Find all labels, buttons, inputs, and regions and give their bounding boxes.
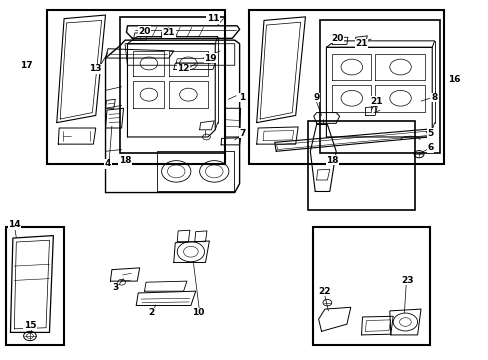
Text: 5: 5 — [427, 129, 433, 138]
Text: 18: 18 — [119, 156, 131, 165]
Text: 10: 10 — [192, 308, 204, 317]
Text: 23: 23 — [401, 276, 413, 285]
Text: 9: 9 — [313, 93, 319, 102]
Text: 7: 7 — [239, 129, 246, 138]
Text: 21: 21 — [163, 28, 175, 37]
Bar — [47, 10, 224, 164]
Text: 16: 16 — [447, 75, 460, 84]
Text: 8: 8 — [431, 93, 437, 102]
Text: 20: 20 — [330, 34, 343, 43]
Text: 22: 22 — [318, 287, 330, 296]
Text: 2: 2 — [148, 308, 155, 317]
Bar — [320, 21, 439, 153]
Bar — [307, 121, 414, 211]
Text: 20: 20 — [138, 27, 150, 36]
Text: 17: 17 — [20, 61, 32, 70]
Text: 19: 19 — [203, 54, 216, 63]
Text: 6: 6 — [427, 143, 433, 152]
Text: 14: 14 — [8, 220, 20, 229]
Text: 18: 18 — [325, 156, 338, 165]
Bar — [5, 226, 64, 345]
Bar — [120, 17, 224, 153]
Text: 15: 15 — [23, 321, 36, 330]
Text: 4: 4 — [104, 159, 111, 168]
Bar — [249, 10, 444, 164]
Text: 3: 3 — [112, 283, 118, 292]
Bar — [312, 226, 429, 345]
Text: 1: 1 — [239, 93, 244, 102]
Text: 11: 11 — [206, 14, 219, 23]
Text: 21: 21 — [355, 39, 367, 48]
Text: 21: 21 — [369, 96, 382, 105]
Text: 13: 13 — [89, 64, 102, 73]
Text: 12: 12 — [177, 64, 189, 73]
